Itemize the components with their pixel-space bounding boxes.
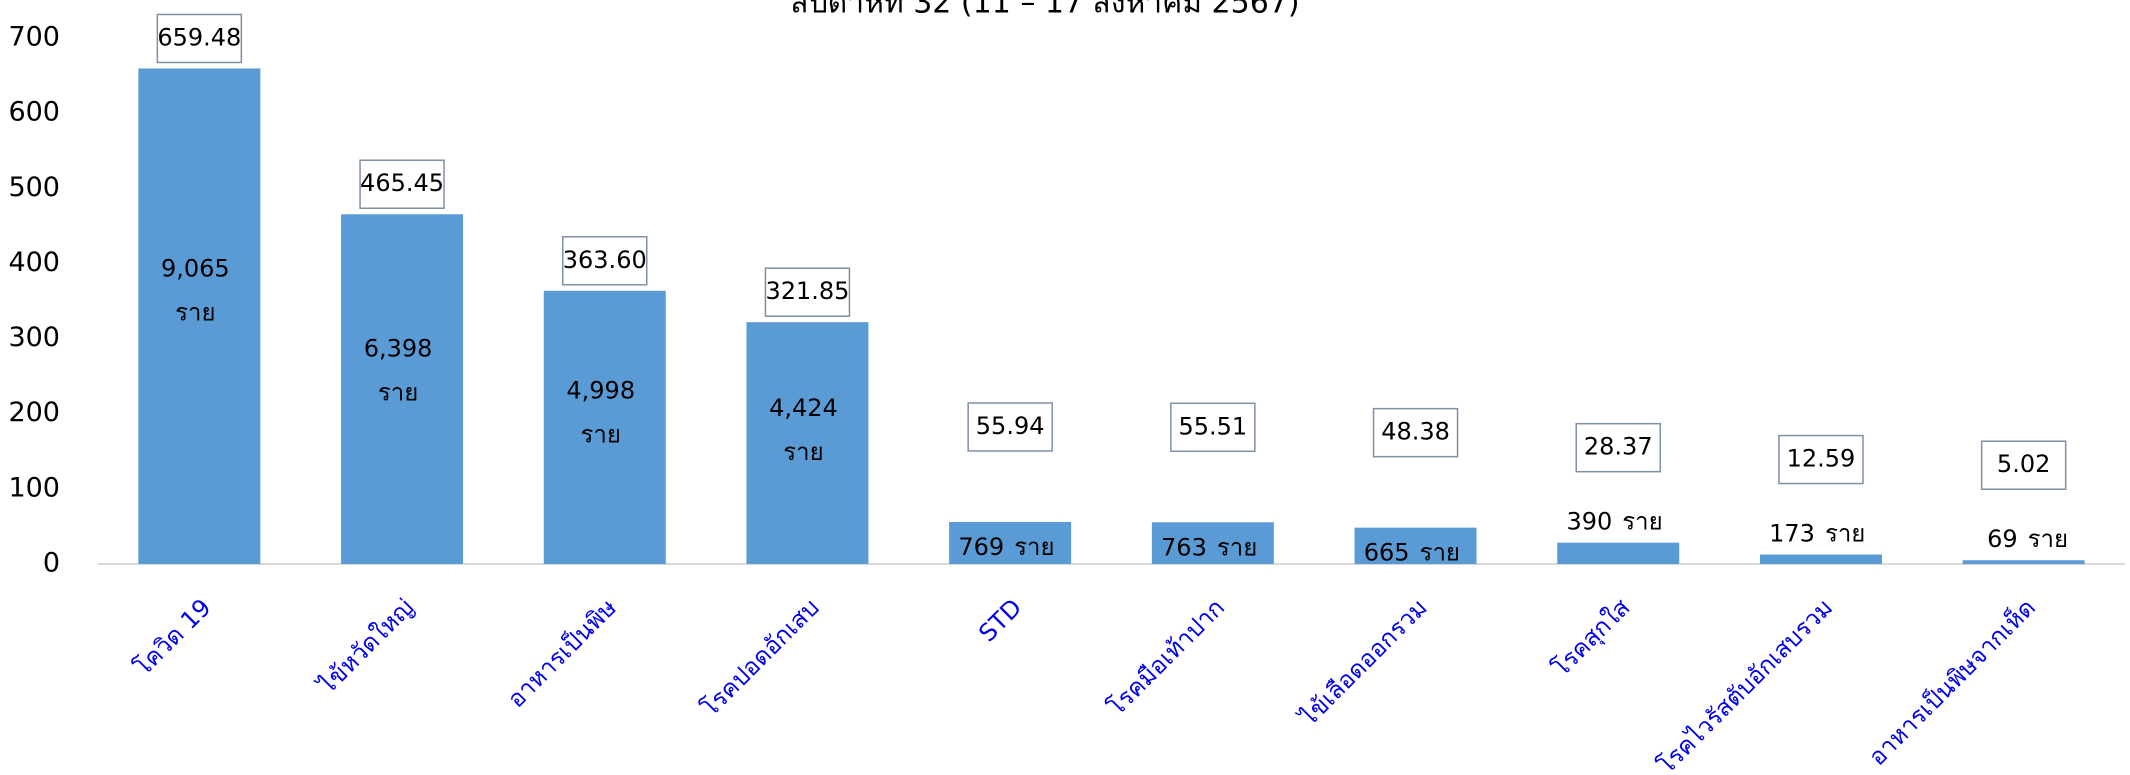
x-tick-label: โรคปอดอักเสบ [696, 593, 825, 722]
x-tick-label: โรคไวรัสตับอักเสบรวม [1652, 593, 1838, 775]
y-tick-label: 400 [8, 247, 60, 278]
x-tick-label: ไข้หวัดใหญ่ [312, 593, 419, 700]
case-count: 763 [1161, 533, 1207, 561]
value-label: 363.60 [563, 246, 647, 274]
value-label: 28.37 [1584, 433, 1653, 461]
value-label-box [1980, 440, 2067, 490]
value-label-box [1575, 422, 1661, 473]
value-label-box [967, 402, 1053, 452]
value-label-box [359, 159, 445, 209]
case-unit: ราย [175, 298, 215, 326]
bar [138, 68, 261, 565]
value-label-box [1170, 402, 1256, 453]
value-label: 48.38 [1381, 418, 1450, 446]
case-unit: ราย [581, 421, 621, 449]
value-label: 55.94 [976, 412, 1045, 440]
case-unit: ราย [1825, 520, 1865, 548]
value-label: 5.02 [1997, 450, 2050, 478]
value-label-box [562, 236, 648, 286]
bar [949, 521, 1072, 564]
case-unit: ราย [1420, 539, 1460, 567]
case-count: 769 [958, 533, 1004, 561]
bar [746, 322, 869, 564]
bar [1557, 542, 1680, 564]
y-tick-label: 300 [8, 322, 60, 353]
case-unit: ราย [378, 379, 418, 407]
y-tick-label: 100 [8, 472, 60, 503]
case-unit: ราย [783, 438, 823, 466]
case-count: 4,998 [566, 377, 635, 405]
x-tick-label: โรคมือเท้าปาก [1102, 593, 1230, 721]
value-label-box [1778, 434, 1864, 485]
case-unit: ราย [1014, 533, 1054, 561]
value-label-box [1372, 407, 1459, 458]
value-label: 465.45 [360, 169, 444, 197]
chart-title: สัปดาห์ที่ 32 (11 – 17 สิงหาคม 2567) [790, 0, 1299, 21]
bar [1962, 560, 2085, 564]
bar [1151, 522, 1274, 564]
y-tick-label: 0 [43, 548, 60, 579]
x-tick-label: โรคสุกใส [1547, 593, 1637, 683]
bar [543, 290, 666, 564]
case-count: 390 [1566, 508, 1612, 536]
y-tick-label: 700 [8, 22, 60, 53]
case-count: 173 [1769, 520, 1815, 548]
x-tick-label: โควิด 19 [129, 593, 217, 681]
case-count: 6,398 [364, 335, 433, 363]
value-label: 12.59 [1787, 445, 1856, 473]
value-label: 321.85 [765, 277, 849, 305]
value-label: 659.48 [157, 23, 241, 51]
x-tick-label: STD [973, 593, 1027, 647]
y-tick-label: 600 [8, 97, 60, 128]
case-count: 9,065 [161, 254, 230, 282]
y-tick-label: 200 [8, 397, 60, 428]
case-count: 665 [1364, 539, 1410, 567]
case-count: 69 [1987, 525, 2018, 553]
value-label-box [764, 267, 851, 317]
bar [1759, 554, 1882, 564]
bar [341, 214, 464, 565]
y-tick-label: 500 [8, 172, 60, 203]
value-label: 55.51 [1178, 412, 1247, 440]
case-count: 4,424 [769, 394, 838, 422]
x-tick-label: ไข้เลือดออกรวม [1293, 593, 1432, 732]
case-unit: ราย [2028, 525, 2068, 553]
value-label-box [156, 13, 243, 64]
x-tick-label: อาหารเป็นพิษจากเห็ด [1862, 593, 2040, 771]
bar [1354, 527, 1477, 564]
case-unit: ราย [1622, 508, 1662, 536]
case-unit: ราย [1217, 533, 1257, 561]
x-tick-label: อาหารเป็นพิษ [501, 593, 622, 714]
